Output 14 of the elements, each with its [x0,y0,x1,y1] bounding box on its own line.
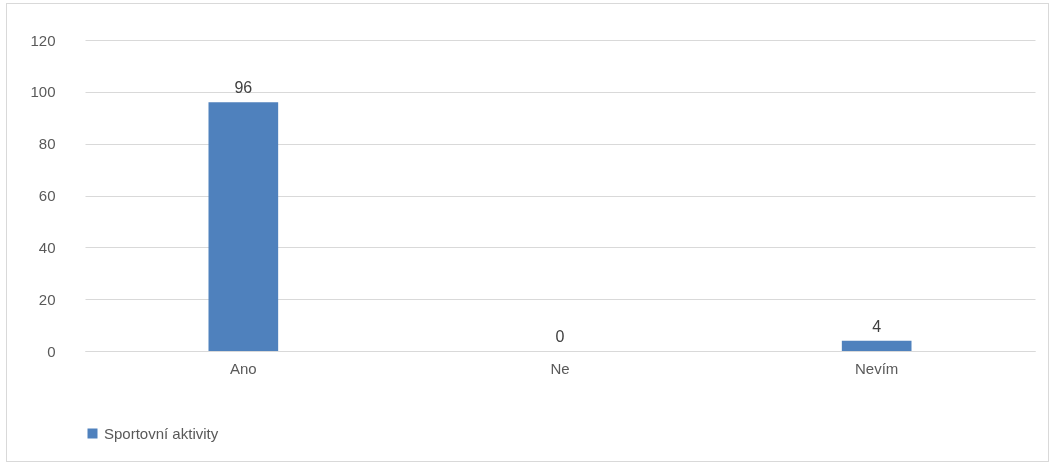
y-tick-label: 20 [38,290,56,308]
y-tick-label: 0 [47,342,56,360]
y-tick-label: 120 [30,31,56,49]
x-tick-label: Nevím [854,359,899,377]
y-tick-label: 60 [38,187,56,204]
y-tick-label: 100 [30,83,56,101]
x-tick-label: Ano [229,359,257,377]
data-label: 4 [872,317,882,335]
y-tick-label: 80 [38,135,56,153]
legend-label: Sportovní aktivity [104,424,219,442]
x-tick-label: Ne [550,359,570,377]
y-tick-label: 40 [38,238,56,256]
data-label: 96 [234,79,253,97]
data-label: 0 [555,328,565,345]
